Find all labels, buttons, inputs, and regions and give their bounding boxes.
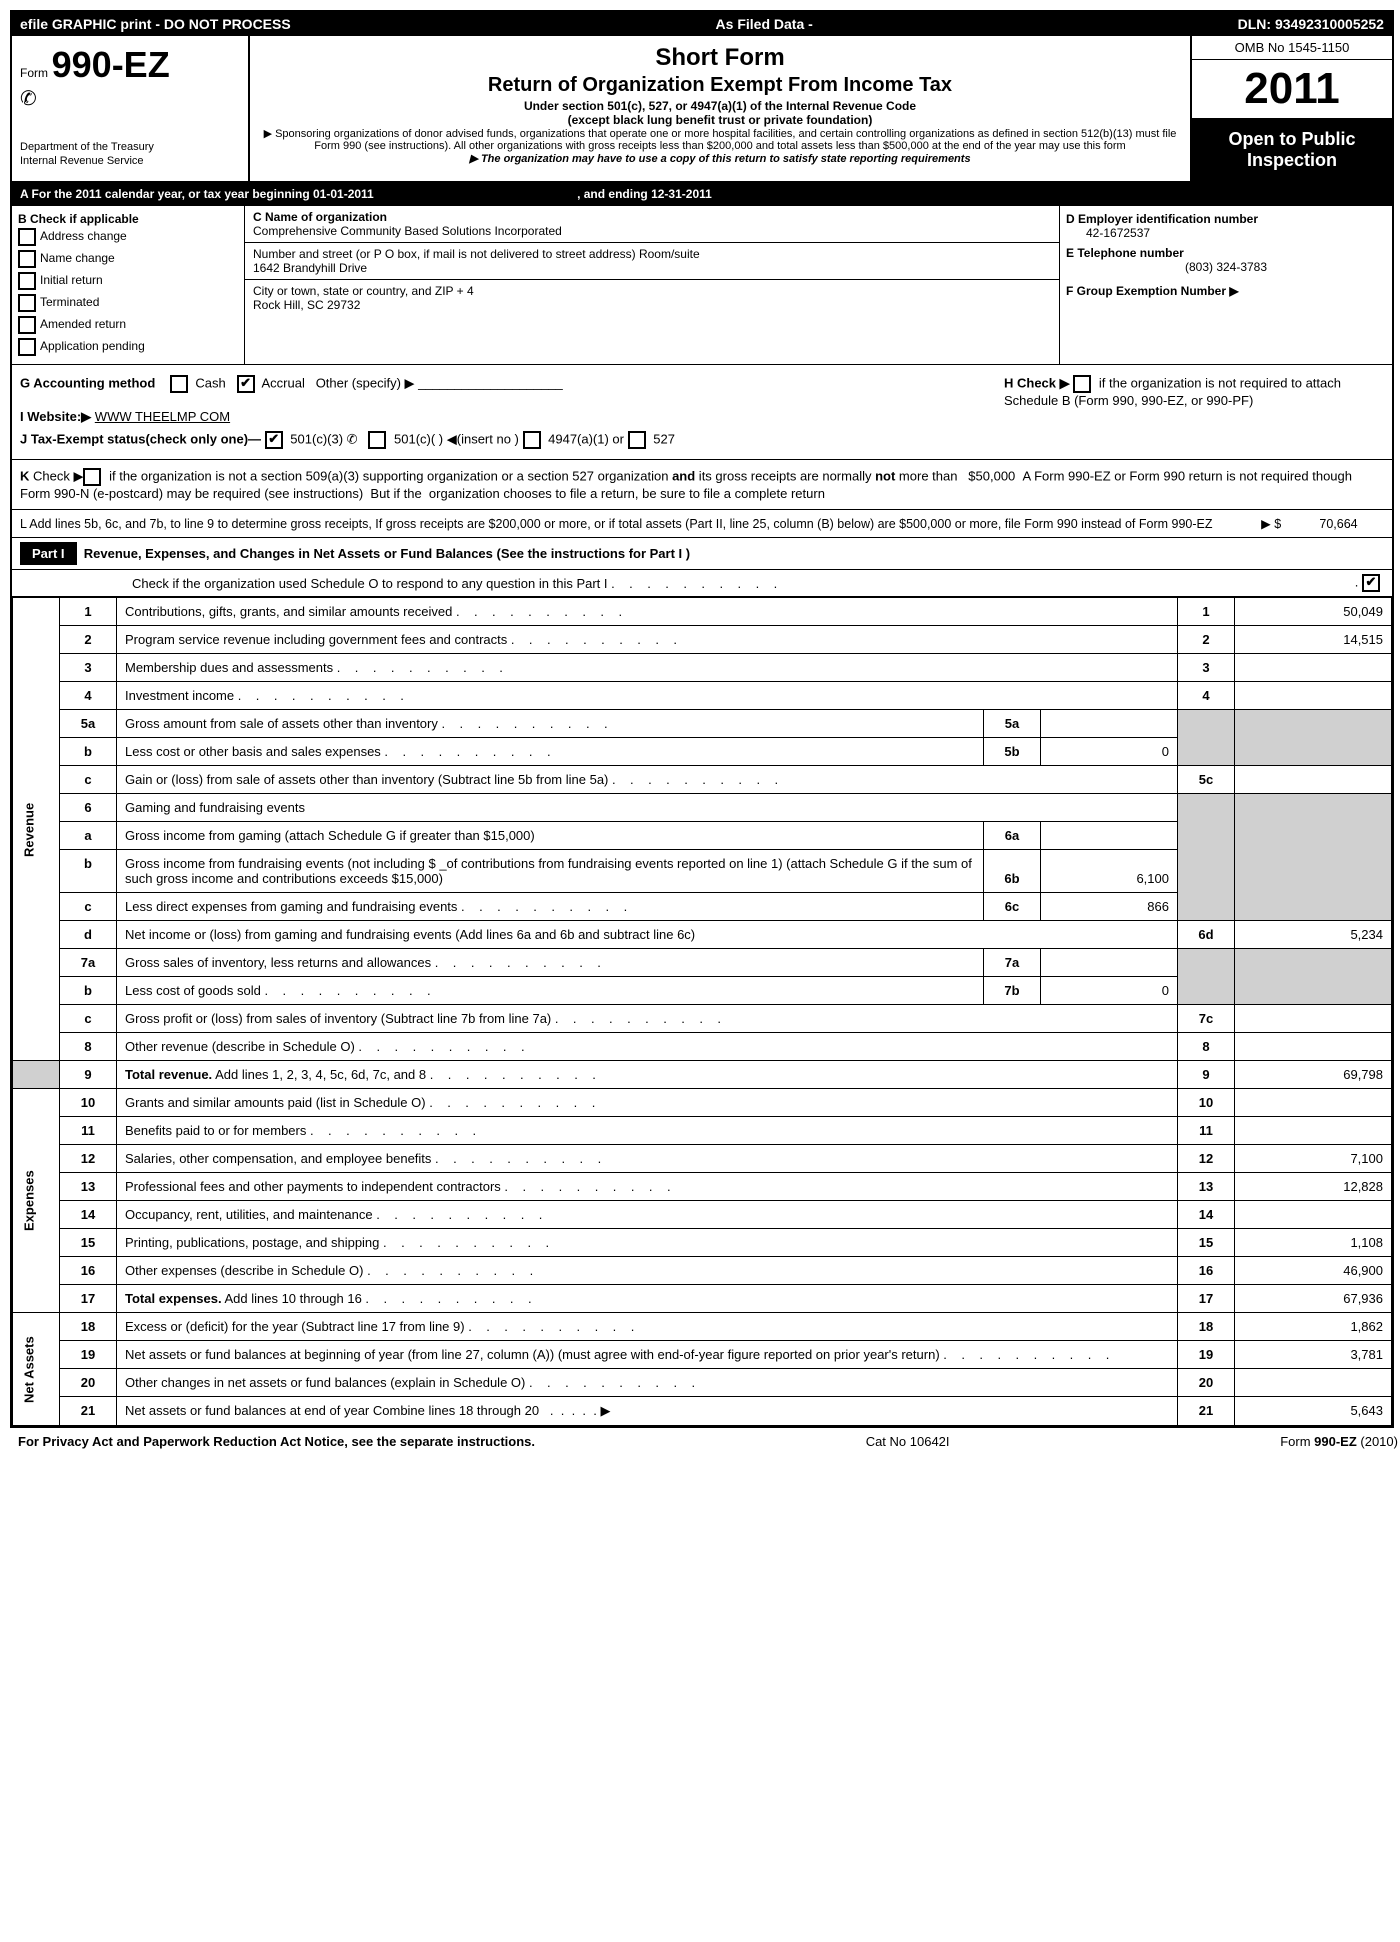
section-c: C Name of organization Comprehensive Com… xyxy=(245,206,1060,364)
k-text: if the organization is not a section 509… xyxy=(20,468,1352,501)
f-label: F Group Exemption Number ▶ xyxy=(1066,284,1386,298)
i-website: WWW THEELMP COM xyxy=(95,409,230,424)
row-a-text: A For the 2011 calendar year, or tax yea… xyxy=(20,187,374,201)
header-note2: ▶ The organization may have to use a cop… xyxy=(256,152,1184,165)
title-short-form: Short Form xyxy=(256,44,1184,72)
cb-address-change[interactable]: Address change xyxy=(18,226,238,248)
dept-irs: Internal Revenue Service xyxy=(20,155,240,167)
l-text: L Add lines 5b, 6c, and 7b, to line 9 to… xyxy=(20,517,1213,531)
cb-501c[interactable] xyxy=(368,431,386,449)
tax-year: 2011 xyxy=(1192,60,1392,119)
part1-label: Part I xyxy=(20,542,77,565)
c-city-label: City or town, state or country, and ZIP … xyxy=(253,284,1051,298)
section-k: K Check ▶ if the organization is not a s… xyxy=(12,460,1392,510)
section-g-left: G Accounting method Cash ✔ Accrual Other… xyxy=(20,375,675,449)
section-def: D Employer identification number 42-1672… xyxy=(1060,206,1392,364)
cb-h[interactable] xyxy=(1073,375,1091,393)
row-a: A For the 2011 calendar year, or tax yea… xyxy=(12,183,1392,206)
c-addr-label: Number and street (or P O box, if mail i… xyxy=(253,247,1051,261)
footer-center: Cat No 10642I xyxy=(866,1434,950,1449)
section-l: L Add lines 5b, 6c, and 7b, to line 9 to… xyxy=(12,510,1392,538)
section-gh: G Accounting method Cash ✔ Accrual Other… xyxy=(12,365,1392,460)
header-note1: ▶ Sponsoring organizations of donor advi… xyxy=(256,127,1184,152)
cb-501c3[interactable]: ✔ xyxy=(265,431,283,449)
part1-header-row: Part I Revenue, Expenses, and Changes in… xyxy=(12,538,1392,570)
cb-initial-return[interactable]: Initial return xyxy=(18,270,238,292)
header-right: OMB No 1545-1150 2011 Open to Public Ins… xyxy=(1190,36,1392,181)
section-b-header: B Check if applicable xyxy=(18,212,238,226)
g-label: G Accounting method xyxy=(20,375,155,390)
j-label: J Tax-Exempt status(check only one)— xyxy=(20,431,261,446)
header-left: Form 990-EZ ✆ Department of the Treasury… xyxy=(12,36,250,181)
open-public-1: Open to Public xyxy=(1196,129,1388,150)
title-return: Return of Organization Exempt From Incom… xyxy=(256,74,1184,97)
side-net-assets: Net Assets xyxy=(13,1313,60,1426)
c-addr: 1642 Brandyhill Drive xyxy=(253,261,1051,275)
l-amount-label: ▶ $ xyxy=(1261,517,1281,531)
e-phone: (803) 324-3783 xyxy=(1066,260,1386,274)
open-public: Open to Public Inspection xyxy=(1192,119,1392,181)
i-label: I Website:▶ xyxy=(20,409,91,424)
row-a-ending: , and ending 12-31-2011 xyxy=(577,187,712,201)
cb-527[interactable] xyxy=(628,431,646,449)
subtitle2: (except black lung benefit trust or priv… xyxy=(256,113,1184,127)
cb-name-change[interactable]: Name change xyxy=(18,248,238,270)
cb-terminated[interactable]: Terminated xyxy=(18,292,238,314)
d-label: D Employer identification number xyxy=(1066,212,1386,226)
section-b: B Check if applicable Address change Nam… xyxy=(12,206,245,364)
part1-check-text: Check if the organization used Schedule … xyxy=(132,576,1355,591)
side-expenses: Expenses xyxy=(13,1089,60,1313)
dept-treasury: Department of the Treasury xyxy=(20,141,240,153)
section-bcd: B Check if applicable Address change Nam… xyxy=(12,206,1392,365)
cb-accrual[interactable]: ✔ xyxy=(237,375,255,393)
header-center: Short Form Return of Organization Exempt… xyxy=(250,36,1190,181)
footer-left: For Privacy Act and Paperwork Reduction … xyxy=(18,1434,535,1449)
topbar-right: DLN: 93492310005252 xyxy=(1238,16,1384,32)
d-ein: 42-1672537 xyxy=(1066,226,1386,240)
c-name-label: C Name of organization xyxy=(253,210,1051,224)
form-number: 990-EZ xyxy=(52,44,170,85)
header-row: Form 990-EZ ✆ Department of the Treasury… xyxy=(12,36,1392,183)
side-revenue: Revenue xyxy=(13,598,60,1061)
part1-check-row: Check if the organization used Schedule … xyxy=(12,570,1392,597)
footer: For Privacy Act and Paperwork Reduction … xyxy=(10,1428,1400,1455)
section-h: H Check ▶ if the organization is not req… xyxy=(1004,375,1384,449)
topbar-left: efile GRAPHIC print - DO NOT PROCESS xyxy=(20,16,291,32)
cb-part1-schedule-o[interactable]: ✔ xyxy=(1362,574,1380,592)
topbar-center: As Filed Data - xyxy=(716,16,813,32)
open-public-2: Inspection xyxy=(1196,150,1388,171)
cb-application-pending[interactable]: Application pending xyxy=(18,336,238,358)
omb-number: OMB No 1545-1150 xyxy=(1192,36,1392,60)
cb-cash[interactable] xyxy=(170,375,188,393)
cb-4947[interactable] xyxy=(523,431,541,449)
part1-title: Revenue, Expenses, and Changes in Net As… xyxy=(84,546,690,561)
footer-right: Form 990-EZ (2010) xyxy=(1280,1434,1398,1449)
top-bar: efile GRAPHIC print - DO NOT PROCESS As … xyxy=(12,12,1392,36)
l-amount: 70,664 xyxy=(1319,517,1357,531)
e-label: E Telephone number xyxy=(1066,246,1386,260)
c-name: Comprehensive Community Based Solutions … xyxy=(253,224,1051,238)
form-page: efile GRAPHIC print - DO NOT PROCESS As … xyxy=(10,10,1394,1428)
form-prefix: Form xyxy=(20,66,48,80)
c-city: Rock Hill, SC 29732 xyxy=(253,298,1051,312)
cb-k[interactable] xyxy=(83,468,101,486)
part1-table: Revenue 1 Contributions, gifts, grants, … xyxy=(12,597,1392,1426)
cb-amended-return[interactable]: Amended return xyxy=(18,314,238,336)
subtitle1: Under section 501(c), 527, or 4947(a)(1)… xyxy=(256,99,1184,113)
